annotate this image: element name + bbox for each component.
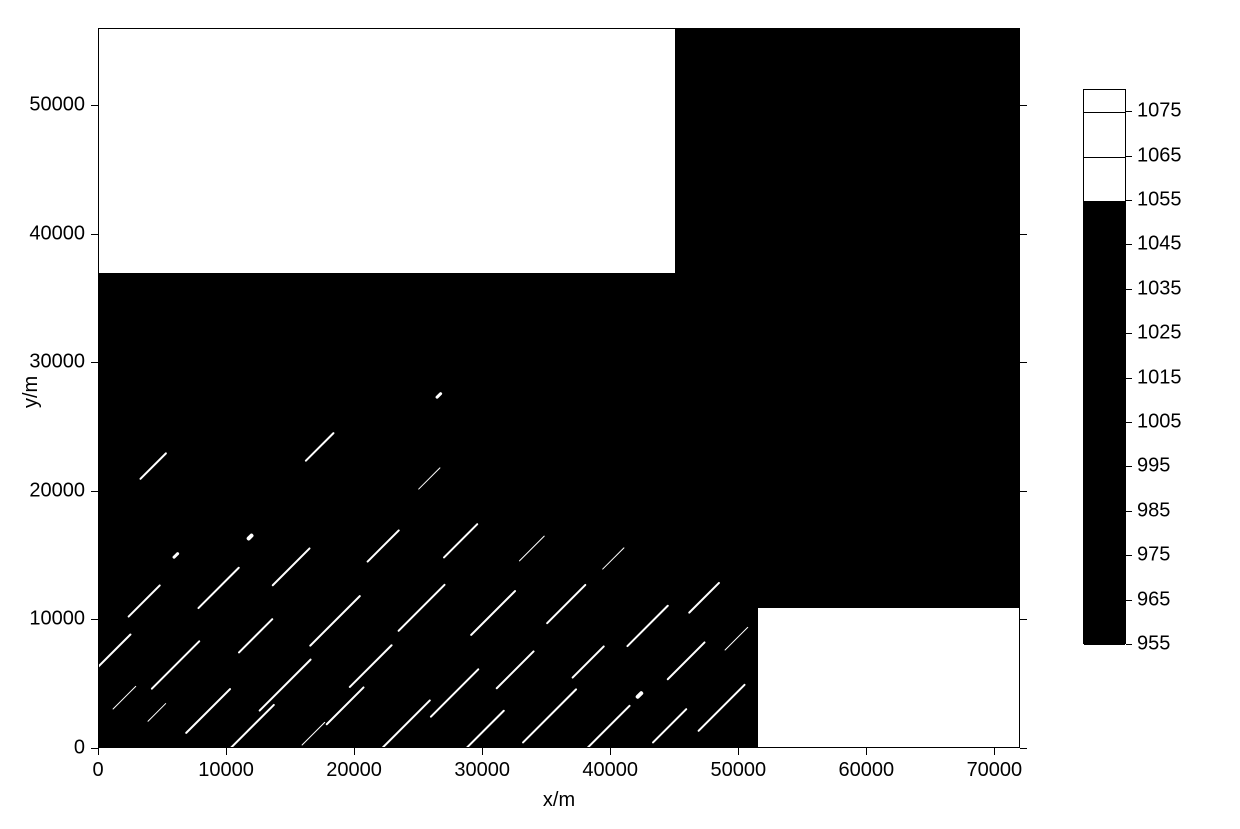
x-tick-label: 70000 xyxy=(967,759,1023,782)
colorbar-segment-0 xyxy=(1084,201,1125,645)
colorbar-tick xyxy=(1126,244,1132,245)
colorbar-segment-3 xyxy=(1084,90,1125,112)
x-tick-label: 10000 xyxy=(198,759,254,782)
figure: x/m y/m 0 10000 20000 30000 40000 50000 60000 7… xyxy=(0,0,1240,829)
y-tick-right xyxy=(1020,748,1027,749)
y-tick xyxy=(91,362,98,363)
y-tick-right xyxy=(1020,619,1027,620)
y-tick-label: 30000 xyxy=(29,351,85,374)
colorbar-tick xyxy=(1126,555,1132,556)
colorbar-tick-label: 1065 xyxy=(1137,144,1182,167)
colorbar-tick-label: 995 xyxy=(1137,455,1170,478)
colorbar-tick xyxy=(1126,111,1132,112)
y-tick xyxy=(91,619,98,620)
colorbar-tick-label: 975 xyxy=(1137,544,1170,567)
colorbar-tick xyxy=(1126,644,1132,645)
y-axis-label: y/m xyxy=(20,376,43,408)
white-region-1 xyxy=(758,608,1020,748)
colorbar-tick xyxy=(1126,600,1132,601)
colorbar-tick-label: 965 xyxy=(1137,588,1170,611)
y-tick xyxy=(91,105,98,106)
y-tick-label: 10000 xyxy=(29,608,85,631)
colorbar-tick-label: 985 xyxy=(1137,499,1170,522)
x-tick-label: 30000 xyxy=(454,759,510,782)
colorbar-tick xyxy=(1126,511,1132,512)
x-tick xyxy=(610,748,611,755)
colorbar-tick xyxy=(1126,289,1132,290)
colorbar-divider-1 xyxy=(1084,157,1125,158)
y-tick xyxy=(91,491,98,492)
colorbar-tick xyxy=(1126,156,1132,157)
x-axis-label: x/m xyxy=(543,789,575,812)
x-tick xyxy=(994,748,995,755)
colorbar-tick xyxy=(1126,200,1132,201)
colorbar-tick-label: 1015 xyxy=(1137,366,1182,389)
x-tick xyxy=(738,748,739,755)
y-tick-label: 40000 xyxy=(29,222,85,245)
colorbar-segment-1 xyxy=(1084,157,1125,201)
plot-area xyxy=(98,28,1020,748)
colorbar-tick xyxy=(1126,422,1132,423)
colorbar-tick-label: 1075 xyxy=(1137,100,1182,123)
colorbar-tick xyxy=(1126,333,1132,334)
white-region-0 xyxy=(99,29,675,273)
x-tick-label: 0 xyxy=(92,759,103,782)
y-tick-label: 50000 xyxy=(29,94,85,117)
colorbar-tick-label: 1005 xyxy=(1137,411,1182,434)
x-tick xyxy=(98,748,99,755)
colorbar-segment-2 xyxy=(1084,112,1125,156)
y-tick xyxy=(91,748,98,749)
y-tick-right xyxy=(1020,362,1027,363)
y-tick-label: 20000 xyxy=(29,479,85,502)
colorbar-tick-label: 1045 xyxy=(1137,233,1182,256)
x-tick xyxy=(482,748,483,755)
x-tick xyxy=(354,748,355,755)
x-tick xyxy=(226,748,227,755)
colorbar xyxy=(1083,89,1126,644)
y-tick-label: 0 xyxy=(74,737,85,760)
colorbar-divider-0 xyxy=(1084,201,1125,202)
colorbar-tick-label: 955 xyxy=(1137,633,1170,656)
y-tick-right xyxy=(1020,491,1027,492)
x-tick-label: 50000 xyxy=(710,759,766,782)
colorbar-tick-label: 1055 xyxy=(1137,189,1182,212)
colorbar-tick-label: 1025 xyxy=(1137,322,1182,345)
y-tick-right xyxy=(1020,234,1027,235)
colorbar-divider-2 xyxy=(1084,112,1125,113)
y-tick-right xyxy=(1020,105,1027,106)
y-tick xyxy=(91,234,98,235)
x-tick-label: 60000 xyxy=(839,759,895,782)
colorbar-tick xyxy=(1126,378,1132,379)
x-tick xyxy=(866,748,867,755)
colorbar-tick xyxy=(1126,466,1132,467)
x-tick-label: 20000 xyxy=(326,759,382,782)
x-tick-label: 40000 xyxy=(582,759,638,782)
colorbar-tick-label: 1035 xyxy=(1137,277,1182,300)
